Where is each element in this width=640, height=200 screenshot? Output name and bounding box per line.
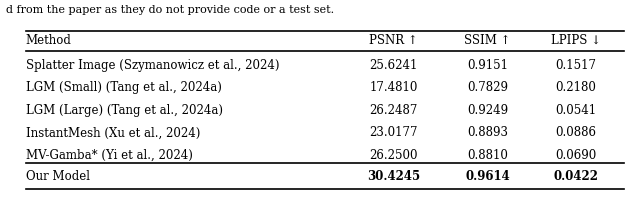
Text: 0.0541: 0.0541 xyxy=(556,104,596,117)
Text: LGM (Large) (Tang et al., 2024a): LGM (Large) (Tang et al., 2024a) xyxy=(26,104,223,117)
Text: 23.0177: 23.0177 xyxy=(369,126,418,139)
Text: LPIPS ↓: LPIPS ↓ xyxy=(551,34,601,47)
Text: InstantMesh (Xu et al., 2024): InstantMesh (Xu et al., 2024) xyxy=(26,126,200,139)
Text: 0.8893: 0.8893 xyxy=(467,126,508,139)
Text: Our Model: Our Model xyxy=(26,170,90,183)
Text: 0.7829: 0.7829 xyxy=(467,81,508,94)
Text: LGM (Small) (Tang et al., 2024a): LGM (Small) (Tang et al., 2024a) xyxy=(26,81,221,94)
Text: SSIM ↑: SSIM ↑ xyxy=(465,34,511,47)
Text: PSNR ↑: PSNR ↑ xyxy=(369,34,418,47)
Text: 0.1517: 0.1517 xyxy=(556,59,596,72)
Text: d from the paper as they do not provide code or a test set.: d from the paper as they do not provide … xyxy=(6,5,335,15)
Text: 0.9614: 0.9614 xyxy=(465,170,510,183)
Text: Method: Method xyxy=(26,34,72,47)
Text: Splatter Image (Szymanowicz et al., 2024): Splatter Image (Szymanowicz et al., 2024… xyxy=(26,59,279,72)
Text: 26.2500: 26.2500 xyxy=(369,149,418,162)
Text: 0.0690: 0.0690 xyxy=(556,149,596,162)
Text: 0.2180: 0.2180 xyxy=(556,81,596,94)
Text: 0.8810: 0.8810 xyxy=(467,149,508,162)
Text: 0.0886: 0.0886 xyxy=(556,126,596,139)
Text: 0.0422: 0.0422 xyxy=(554,170,598,183)
Text: 0.9151: 0.9151 xyxy=(467,59,508,72)
Text: 25.6241: 25.6241 xyxy=(369,59,418,72)
Text: MV-Gamba* (Yi et al., 2024): MV-Gamba* (Yi et al., 2024) xyxy=(26,149,193,162)
Text: 26.2487: 26.2487 xyxy=(369,104,418,117)
Text: 30.4245: 30.4245 xyxy=(367,170,420,183)
Text: 17.4810: 17.4810 xyxy=(369,81,418,94)
Text: 0.9249: 0.9249 xyxy=(467,104,508,117)
